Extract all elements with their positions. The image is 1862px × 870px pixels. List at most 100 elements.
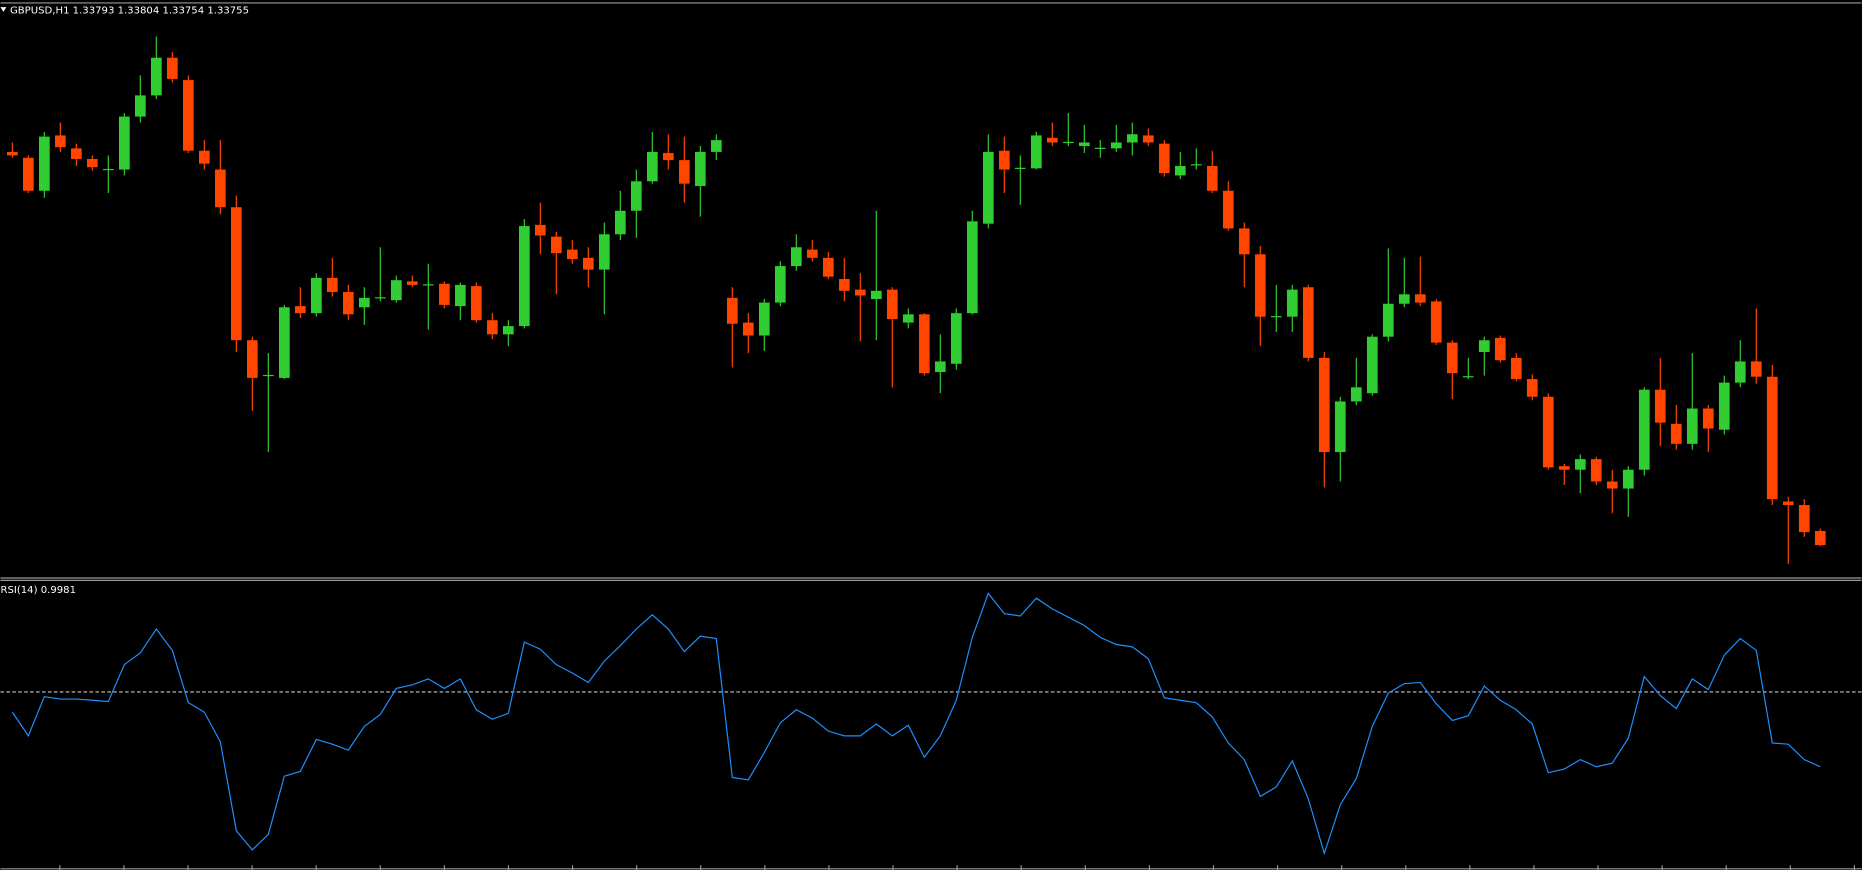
candle-body <box>1350 387 1362 402</box>
candle-body <box>1142 135 1154 143</box>
candle-body <box>1510 357 1522 380</box>
candle-body <box>406 281 418 285</box>
candle-body <box>1606 481 1618 489</box>
candle-body <box>86 158 98 168</box>
candle-body <box>806 249 818 258</box>
candle-body <box>838 279 850 291</box>
candle-body <box>774 266 786 303</box>
candle-body <box>326 277 338 292</box>
candle-body <box>1462 376 1474 378</box>
candle-body <box>950 313 962 364</box>
candle-body <box>1718 382 1730 430</box>
candle-body <box>182 80 194 151</box>
rsi-line <box>11 592 1821 856</box>
candle-body <box>294 306 306 314</box>
candle-body <box>598 234 610 270</box>
candle-body <box>486 320 498 335</box>
candle-body <box>1638 389 1650 470</box>
candle-body <box>1094 147 1106 149</box>
candle-body <box>902 314 914 323</box>
candle-body <box>678 160 690 184</box>
candle-body <box>662 153 674 161</box>
candle-body <box>1670 423 1682 444</box>
candle-body <box>1366 336 1378 394</box>
candle-body <box>982 151 994 224</box>
candle-body <box>710 140 722 152</box>
candle-body <box>1014 167 1026 169</box>
candle-body <box>614 210 626 235</box>
candle-body <box>518 226 530 327</box>
candle-body <box>1734 361 1746 383</box>
candle-body <box>246 340 258 378</box>
candle-body <box>1398 294 1410 304</box>
candle-body <box>390 280 402 301</box>
candle-body <box>342 291 354 315</box>
candle-body <box>502 326 514 335</box>
candle-body <box>1750 361 1762 377</box>
candle-body <box>934 361 946 373</box>
menu-arrow[interactable] <box>0 7 7 12</box>
candle-body <box>1126 134 1138 143</box>
candle-body <box>278 307 290 378</box>
candle-body <box>758 302 770 336</box>
candle-body <box>1814 530 1826 546</box>
candle-body <box>1478 340 1490 353</box>
candle-body <box>198 150 210 164</box>
candle-body <box>630 181 642 211</box>
candle-body <box>70 148 82 159</box>
candle-body <box>374 297 386 299</box>
candle-body <box>1558 466 1570 470</box>
candle-body <box>870 290 882 300</box>
candle-body <box>1798 505 1810 533</box>
candle-body <box>1494 337 1506 361</box>
candle-body <box>550 236 562 254</box>
candle-body <box>1030 135 1042 169</box>
candle-body <box>454 284 466 307</box>
candle-body <box>534 224 546 236</box>
candle-body <box>1446 342 1458 374</box>
candle-body <box>1222 190 1234 229</box>
candle-body <box>1766 376 1778 500</box>
candle-body <box>582 257 594 270</box>
candle-body <box>918 314 930 374</box>
candle-body <box>1414 294 1426 303</box>
candle-body <box>358 297 370 308</box>
candle-body <box>150 57 162 96</box>
candle-body <box>1622 469 1634 489</box>
candle-body <box>262 374 274 377</box>
candle-body <box>1686 408 1698 444</box>
candle-body <box>38 136 50 191</box>
candle-body <box>22 157 34 191</box>
candle-body <box>566 249 578 260</box>
candle-body <box>1046 137 1058 143</box>
candle-body <box>1590 459 1602 482</box>
candle-body <box>118 116 130 170</box>
candle-body <box>6 151 18 156</box>
candle-body <box>1254 254 1266 317</box>
candle-body <box>1110 142 1122 149</box>
candle-body <box>1782 501 1794 506</box>
candle-body <box>134 95 146 117</box>
candle-body <box>1302 287 1314 358</box>
candle-body <box>726 297 738 324</box>
candle-body <box>742 322 754 336</box>
candle-body <box>1078 142 1090 147</box>
candle-body <box>470 286 482 321</box>
candle-body <box>1430 301 1442 343</box>
candle-body <box>1190 164 1202 166</box>
candle-body <box>310 277 322 314</box>
candle-body <box>1526 379 1538 397</box>
indicator-header: RSI(14) 0.9981 <box>0 585 76 596</box>
symbol-header: GBPUSD,H1 1.33793 1.33804 1.33754 1.3375… <box>10 6 249 17</box>
candle-body <box>998 150 1010 170</box>
candle-body <box>1270 316 1282 318</box>
candle-body <box>790 247 802 267</box>
candle-body <box>646 151 658 182</box>
candle-body <box>1702 408 1714 429</box>
candle-body <box>1382 303 1394 337</box>
candle-body <box>1334 401 1346 453</box>
candle-body <box>1174 166 1186 176</box>
